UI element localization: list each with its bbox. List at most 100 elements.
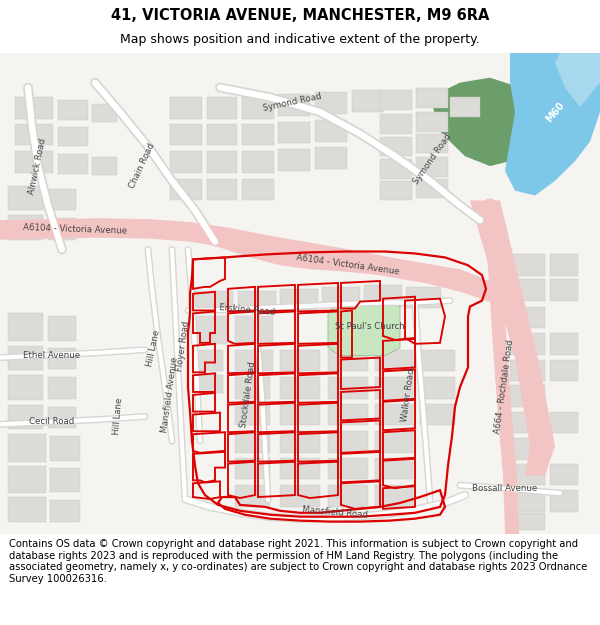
Polygon shape xyxy=(15,98,53,119)
Polygon shape xyxy=(195,316,227,344)
Polygon shape xyxy=(48,378,76,399)
Polygon shape xyxy=(58,100,88,120)
Polygon shape xyxy=(8,313,43,341)
Text: Mansfield Avenue: Mansfield Avenue xyxy=(160,356,180,433)
Polygon shape xyxy=(235,458,270,479)
Polygon shape xyxy=(207,98,237,119)
Text: Symond Road: Symond Road xyxy=(262,92,322,113)
Polygon shape xyxy=(510,279,545,301)
Polygon shape xyxy=(207,179,237,201)
Polygon shape xyxy=(8,466,46,493)
Polygon shape xyxy=(280,378,320,399)
Polygon shape xyxy=(207,151,237,173)
Polygon shape xyxy=(58,127,88,146)
Polygon shape xyxy=(505,53,600,196)
Polygon shape xyxy=(510,464,545,485)
Polygon shape xyxy=(170,98,202,119)
Text: Bossall Avenue: Bossall Avenue xyxy=(472,484,538,492)
Polygon shape xyxy=(380,91,412,110)
Text: M60: M60 xyxy=(544,100,566,124)
Polygon shape xyxy=(8,405,43,429)
Text: Alnwick Road: Alnwick Road xyxy=(28,137,49,195)
Polygon shape xyxy=(375,404,413,426)
Polygon shape xyxy=(15,151,53,173)
Polygon shape xyxy=(322,287,360,309)
Text: A664 - Rochdale Road: A664 - Rochdale Road xyxy=(493,339,515,435)
Polygon shape xyxy=(170,179,202,201)
Text: Map shows position and indicative extent of the property.: Map shows position and indicative extent… xyxy=(120,33,480,46)
Text: Ethel Avenue: Ethel Avenue xyxy=(23,351,80,360)
Polygon shape xyxy=(380,114,412,134)
Polygon shape xyxy=(375,350,413,371)
Text: Hill Lane: Hill Lane xyxy=(145,329,161,367)
Polygon shape xyxy=(8,434,46,462)
Polygon shape xyxy=(450,98,480,117)
Text: Hill Lane: Hill Lane xyxy=(112,398,124,436)
Polygon shape xyxy=(380,137,412,156)
Polygon shape xyxy=(242,151,274,173)
Polygon shape xyxy=(235,316,273,344)
Polygon shape xyxy=(170,124,202,146)
Polygon shape xyxy=(416,179,448,199)
Text: A6104 - Victoria Avenue: A6104 - Victoria Avenue xyxy=(296,253,400,276)
Polygon shape xyxy=(15,124,53,146)
Polygon shape xyxy=(328,404,368,426)
Polygon shape xyxy=(278,149,310,171)
Polygon shape xyxy=(375,378,413,399)
Text: Mansfield Road: Mansfield Road xyxy=(302,506,368,520)
Polygon shape xyxy=(242,179,274,201)
Text: Chain Road: Chain Road xyxy=(128,142,157,190)
Polygon shape xyxy=(235,378,270,399)
Polygon shape xyxy=(195,291,233,312)
Polygon shape xyxy=(235,404,270,426)
Polygon shape xyxy=(420,350,455,371)
Polygon shape xyxy=(328,485,368,507)
Polygon shape xyxy=(50,500,80,522)
Polygon shape xyxy=(510,412,545,433)
Polygon shape xyxy=(242,98,274,119)
Polygon shape xyxy=(375,431,413,453)
Polygon shape xyxy=(430,78,540,166)
Polygon shape xyxy=(510,512,545,531)
Polygon shape xyxy=(375,458,413,479)
Polygon shape xyxy=(510,254,545,276)
Text: St Paul's Church: St Paul's Church xyxy=(335,322,405,331)
Polygon shape xyxy=(48,189,76,210)
Polygon shape xyxy=(550,464,578,485)
Polygon shape xyxy=(510,490,545,512)
Polygon shape xyxy=(375,485,413,507)
Text: 41, VICTORIA AVENUE, MANCHESTER, M9 6RA: 41, VICTORIA AVENUE, MANCHESTER, M9 6RA xyxy=(111,8,489,23)
Polygon shape xyxy=(195,350,223,371)
Polygon shape xyxy=(235,350,273,371)
Text: Symond Road: Symond Road xyxy=(411,132,453,186)
Polygon shape xyxy=(550,333,578,354)
Polygon shape xyxy=(48,348,76,369)
Polygon shape xyxy=(280,289,318,311)
Polygon shape xyxy=(280,404,320,426)
Text: Cecil Road: Cecil Road xyxy=(29,417,74,426)
Polygon shape xyxy=(235,431,270,453)
Polygon shape xyxy=(380,181,412,201)
Polygon shape xyxy=(352,91,384,112)
Polygon shape xyxy=(48,407,76,428)
Polygon shape xyxy=(420,378,455,399)
Text: Erskine Road: Erskine Road xyxy=(218,302,275,316)
Polygon shape xyxy=(416,134,448,153)
Polygon shape xyxy=(8,186,43,210)
Text: Floyer Road: Floyer Road xyxy=(175,320,191,372)
Polygon shape xyxy=(195,375,223,393)
Polygon shape xyxy=(406,287,441,309)
Polygon shape xyxy=(555,53,600,107)
Polygon shape xyxy=(92,104,117,122)
Polygon shape xyxy=(207,124,237,146)
Polygon shape xyxy=(550,412,578,433)
Polygon shape xyxy=(550,359,578,381)
Text: Stockdale Road: Stockdale Road xyxy=(239,361,257,429)
Polygon shape xyxy=(510,359,545,381)
Polygon shape xyxy=(550,490,578,512)
Polygon shape xyxy=(235,485,270,507)
Polygon shape xyxy=(280,485,320,507)
Polygon shape xyxy=(510,385,545,407)
Polygon shape xyxy=(315,120,347,141)
Polygon shape xyxy=(170,151,202,173)
